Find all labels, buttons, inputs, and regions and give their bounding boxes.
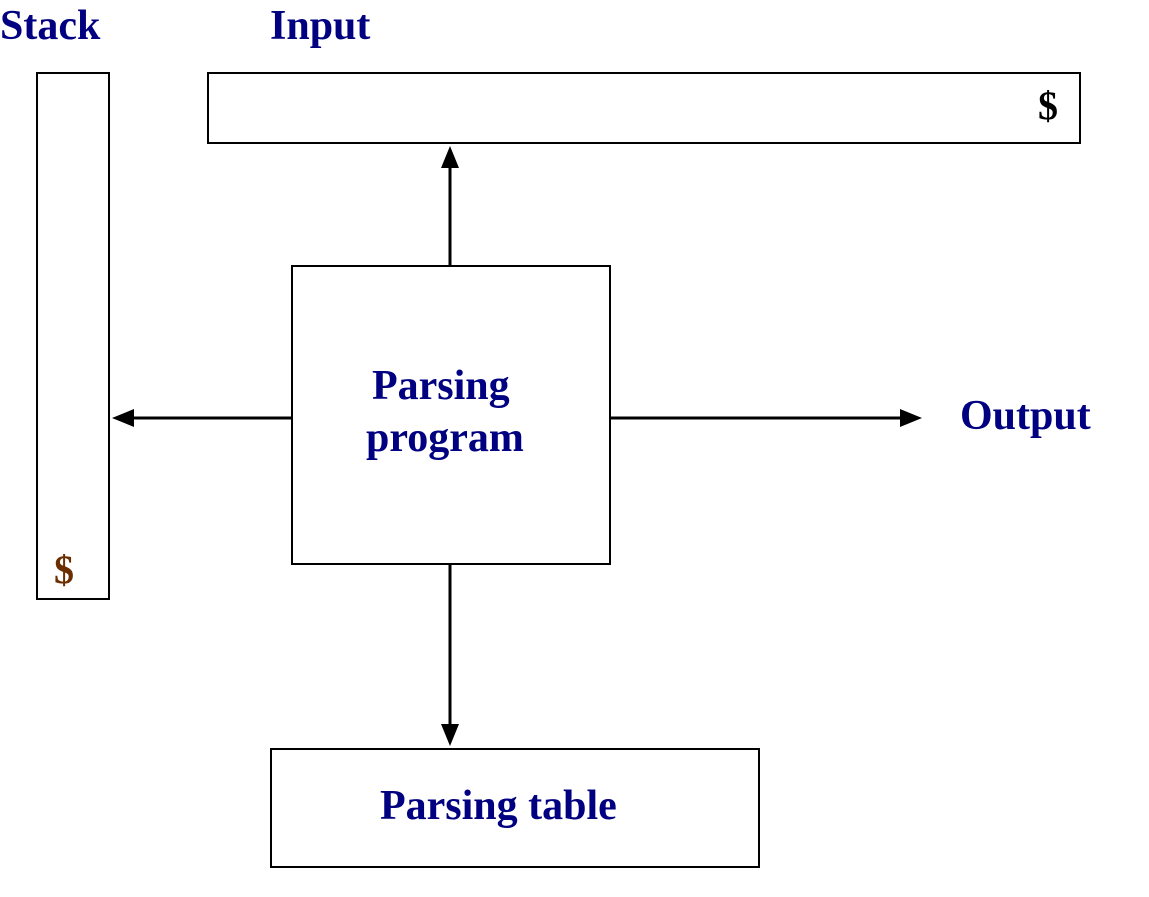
arrow-down <box>0 0 1149 897</box>
